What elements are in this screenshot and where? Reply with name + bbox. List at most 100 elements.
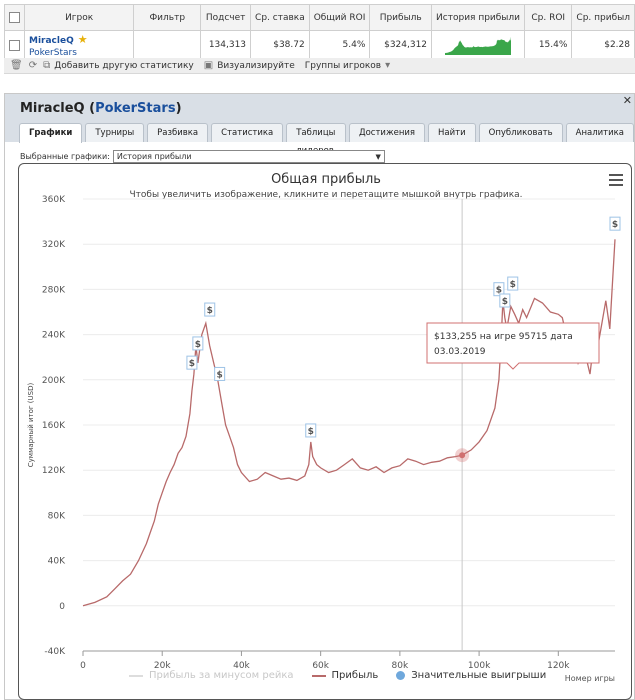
- trash-icon[interactable]: 🗑: [10, 60, 23, 71]
- legend-item[interactable]: Значительные выигрыши: [396, 670, 546, 681]
- y-tick-label: 80K: [48, 511, 66, 521]
- stats-toolbar: 🗑 ⟳ ⧉ Добавить другую статистику ▣ Визуа…: [4, 58, 635, 74]
- player-site-link[interactable]: PokerStars: [29, 47, 77, 58]
- player-groups-label: Группы игроков: [304, 60, 382, 71]
- tab-5[interactable]: Достижения: [348, 123, 426, 142]
- y-tick-label: 0: [59, 602, 65, 612]
- y-tick-label: 120K: [42, 466, 66, 476]
- star-icon[interactable]: ★: [77, 32, 88, 46]
- tab-6[interactable]: Найти: [428, 123, 476, 142]
- x-tick-label: 40k: [233, 661, 250, 671]
- sparkline-area: [445, 36, 512, 55]
- big-win-marker[interactable]: [493, 282, 505, 297]
- chart-select-value: История прибыли: [116, 152, 192, 161]
- tab-2[interactable]: Разбивка: [147, 123, 209, 142]
- chart-select[interactable]: История прибыли ▼: [112, 150, 385, 163]
- y-tick-label: 40K: [48, 557, 66, 567]
- big-win-marker-label: $: [217, 370, 223, 380]
- hamburger-menu-icon[interactable]: [609, 174, 623, 189]
- player-link[interactable]: MiracleQ: [29, 35, 74, 46]
- col-avg-stake[interactable]: Ср. ставка: [250, 4, 310, 31]
- tab-1[interactable]: Турниры: [85, 123, 145, 142]
- filter-cell: [133, 30, 202, 60]
- y-tick-label: 280K: [42, 285, 66, 295]
- avg-roi-cell: 15.4%: [524, 30, 573, 60]
- chevron-down-icon: ▾: [385, 60, 391, 71]
- legend-label: Значительные выигрыши: [411, 670, 547, 681]
- legend-label: Прибыль: [331, 670, 379, 681]
- player-cell: MiracleQ ★ PokerStars: [23, 30, 135, 60]
- hover-point[interactable]: [459, 452, 466, 459]
- add-stats-button[interactable]: ⧉ Добавить другую статистику: [43, 60, 194, 71]
- tab-0[interactable]: Графики: [19, 123, 83, 143]
- row-checkbox[interactable]: [4, 30, 25, 60]
- big-win-marker-label: $: [308, 427, 314, 437]
- chart-title: Общая прибыль: [271, 172, 381, 187]
- big-win-marker[interactable]: [204, 302, 216, 317]
- chart-legend: Прибыль за минусом рейка Прибыль Значитель…: [129, 670, 546, 681]
- x-tick-label: 120k: [547, 661, 570, 671]
- x-tick-label: 60k: [312, 661, 329, 671]
- add-stats-label: Добавить другую статистику: [54, 60, 194, 71]
- select-all-checkbox[interactable]: [4, 4, 25, 31]
- visualize-button[interactable]: ▣ Визуализируйте: [204, 60, 295, 71]
- x-tick-label: 100k: [468, 661, 491, 671]
- player-groups-dropdown[interactable]: Группы игроков ▾: [305, 60, 390, 71]
- tab-4[interactable]: Таблицы лидеров: [286, 123, 346, 156]
- total-roi-cell: 5.4%: [308, 30, 371, 60]
- tab-7[interactable]: Опубликовать: [478, 123, 563, 142]
- chart-container[interactable]: Общая прибыль Чтобы увеличить изображение…: [18, 163, 632, 700]
- panel-header: MiracleQ (PokerStars) ✕ Графики Турниры Ра…: [5, 94, 634, 156]
- visualize-label: Визуализируйте: [217, 60, 295, 71]
- tab-8[interactable]: Аналитика: [565, 123, 634, 142]
- copy-icon: ⧉: [43, 60, 51, 71]
- panel-site-link[interactable]: PokerStars: [95, 101, 176, 116]
- big-win-marker[interactable]: [305, 423, 317, 438]
- big-win-marker[interactable]: [507, 276, 519, 291]
- big-win-marker-label: $: [612, 220, 618, 230]
- big-win-marker[interactable]: [186, 355, 198, 370]
- tab-3[interactable]: Статистика: [211, 123, 284, 142]
- big-win-marker-label: $: [189, 359, 195, 369]
- col-player[interactable]: Игрок: [23, 4, 135, 31]
- big-win-marker-label: $: [496, 286, 502, 296]
- table-row[interactable]: MiracleQ ★ PokerStars 134,313 $38.72 5.4%…: [4, 30, 635, 60]
- y-tick-label: 360K: [42, 195, 66, 205]
- profit-sparkline[interactable]: [445, 35, 512, 55]
- col-profit[interactable]: Прибыль: [369, 4, 433, 31]
- col-avg-roi[interactable]: Ср. ROI: [524, 4, 573, 31]
- count-cell: 134,313: [200, 30, 252, 60]
- big-win-marker[interactable]: [499, 293, 511, 308]
- big-win-marker[interactable]: [192, 336, 204, 351]
- y-tick-label: 240K: [42, 331, 66, 341]
- x-tick-label: 80k: [392, 661, 409, 671]
- chart-subtitle: Чтобы увеличить изображение, кликните и …: [129, 190, 522, 200]
- col-count[interactable]: Подсчет: [200, 4, 252, 31]
- legend-item[interactable]: Прибыль за минусом рейка: [129, 670, 294, 681]
- col-avg-profit[interactable]: Ср. прибыл: [571, 4, 635, 31]
- legend-swatch: [396, 671, 406, 680]
- stats-header-row: Игрок Фильтр Подсчет Ср. ставка Общий RO…: [4, 4, 635, 31]
- x-tick-label: 0: [80, 661, 86, 671]
- big-win-marker-label: $: [510, 280, 516, 290]
- y-tick-label: 200K: [42, 376, 66, 386]
- player-panel: MiracleQ (PokerStars) ✕ Графики Турниры Ра…: [4, 93, 635, 700]
- y-tick-label: -40K: [44, 647, 66, 657]
- y-tick-label: 160K: [42, 421, 66, 431]
- close-icon[interactable]: ✕: [622, 94, 632, 107]
- profit-cell: $324,312: [369, 30, 433, 60]
- y-tick-label: 320K: [42, 240, 66, 250]
- col-filter[interactable]: Фильтр: [133, 4, 202, 31]
- big-win-marker[interactable]: [214, 366, 226, 381]
- tooltip-box: [426, 322, 600, 370]
- big-win-marker[interactable]: [609, 216, 621, 231]
- col-total-roi[interactable]: Общий ROI: [308, 4, 371, 31]
- avg-profit-cell: $2.28: [571, 30, 635, 60]
- profit-chart[interactable]: Общая прибыль Чтобы увеличить изображение…: [19, 164, 632, 700]
- refresh-icon[interactable]: ⟳: [28, 60, 38, 71]
- col-profit-history[interactable]: История прибыли: [431, 4, 526, 31]
- profit-history-cell: [431, 30, 526, 60]
- profit-line[interactable]: [82, 239, 616, 607]
- legend-item[interactable]: Прибыль: [311, 670, 379, 681]
- x-tick-label: 20k: [154, 661, 171, 671]
